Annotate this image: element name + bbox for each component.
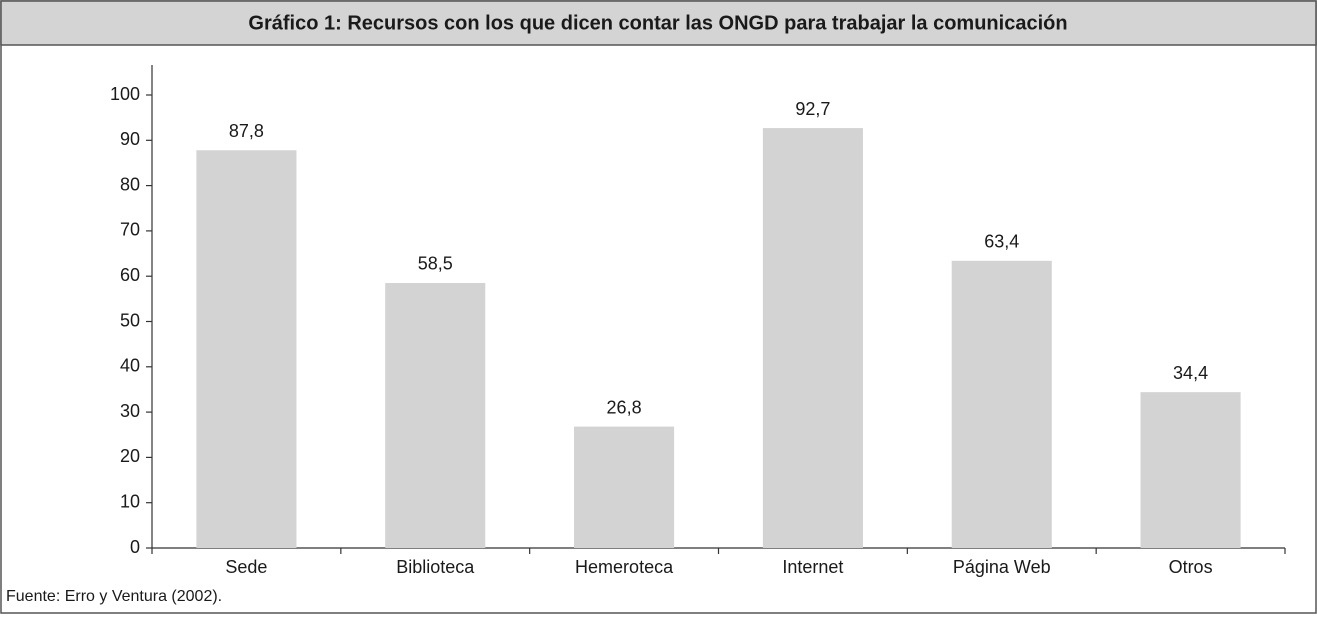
y-tick-label: 10 — [120, 491, 140, 511]
value-label: 87,8 — [229, 121, 264, 141]
x-tick-label: Biblioteca — [396, 557, 475, 577]
bar — [196, 150, 297, 549]
bar — [574, 426, 675, 548]
y-tick-label: 40 — [120, 356, 140, 376]
x-tick-label: Otros — [1169, 557, 1213, 577]
value-label: 92,7 — [795, 99, 830, 119]
y-tick-label: 30 — [120, 401, 140, 421]
title-bar — [0, 0, 1317, 46]
source-note: Fuente: Erro y Ventura (2002). — [6, 588, 222, 605]
y-tick-label: 20 — [120, 446, 140, 466]
y-tick-label: 100 — [110, 84, 140, 104]
x-tick-label: Hemeroteca — [575, 557, 674, 577]
value-label: 58,5 — [418, 254, 453, 274]
y-tick-label: 60 — [120, 265, 140, 285]
bar — [951, 260, 1052, 548]
y-tick-label: 0 — [130, 537, 140, 557]
bar — [385, 282, 486, 548]
x-tick-label: Página Web — [953, 557, 1051, 577]
y-tick-label: 90 — [120, 129, 140, 149]
x-tick-label: Sede — [225, 557, 267, 577]
bar — [1140, 392, 1241, 548]
y-tick-label: 70 — [120, 220, 140, 240]
y-tick-label: 80 — [120, 174, 140, 194]
x-tick-label: Internet — [782, 557, 843, 577]
bar — [762, 128, 863, 548]
y-tick-label: 50 — [120, 310, 140, 330]
value-label: 26,8 — [607, 397, 642, 417]
value-label: 34,4 — [1173, 363, 1208, 383]
value-label: 63,4 — [984, 232, 1019, 252]
chart-title: Gráfico 1: Recursos con los que dicen co… — [248, 12, 1067, 34]
